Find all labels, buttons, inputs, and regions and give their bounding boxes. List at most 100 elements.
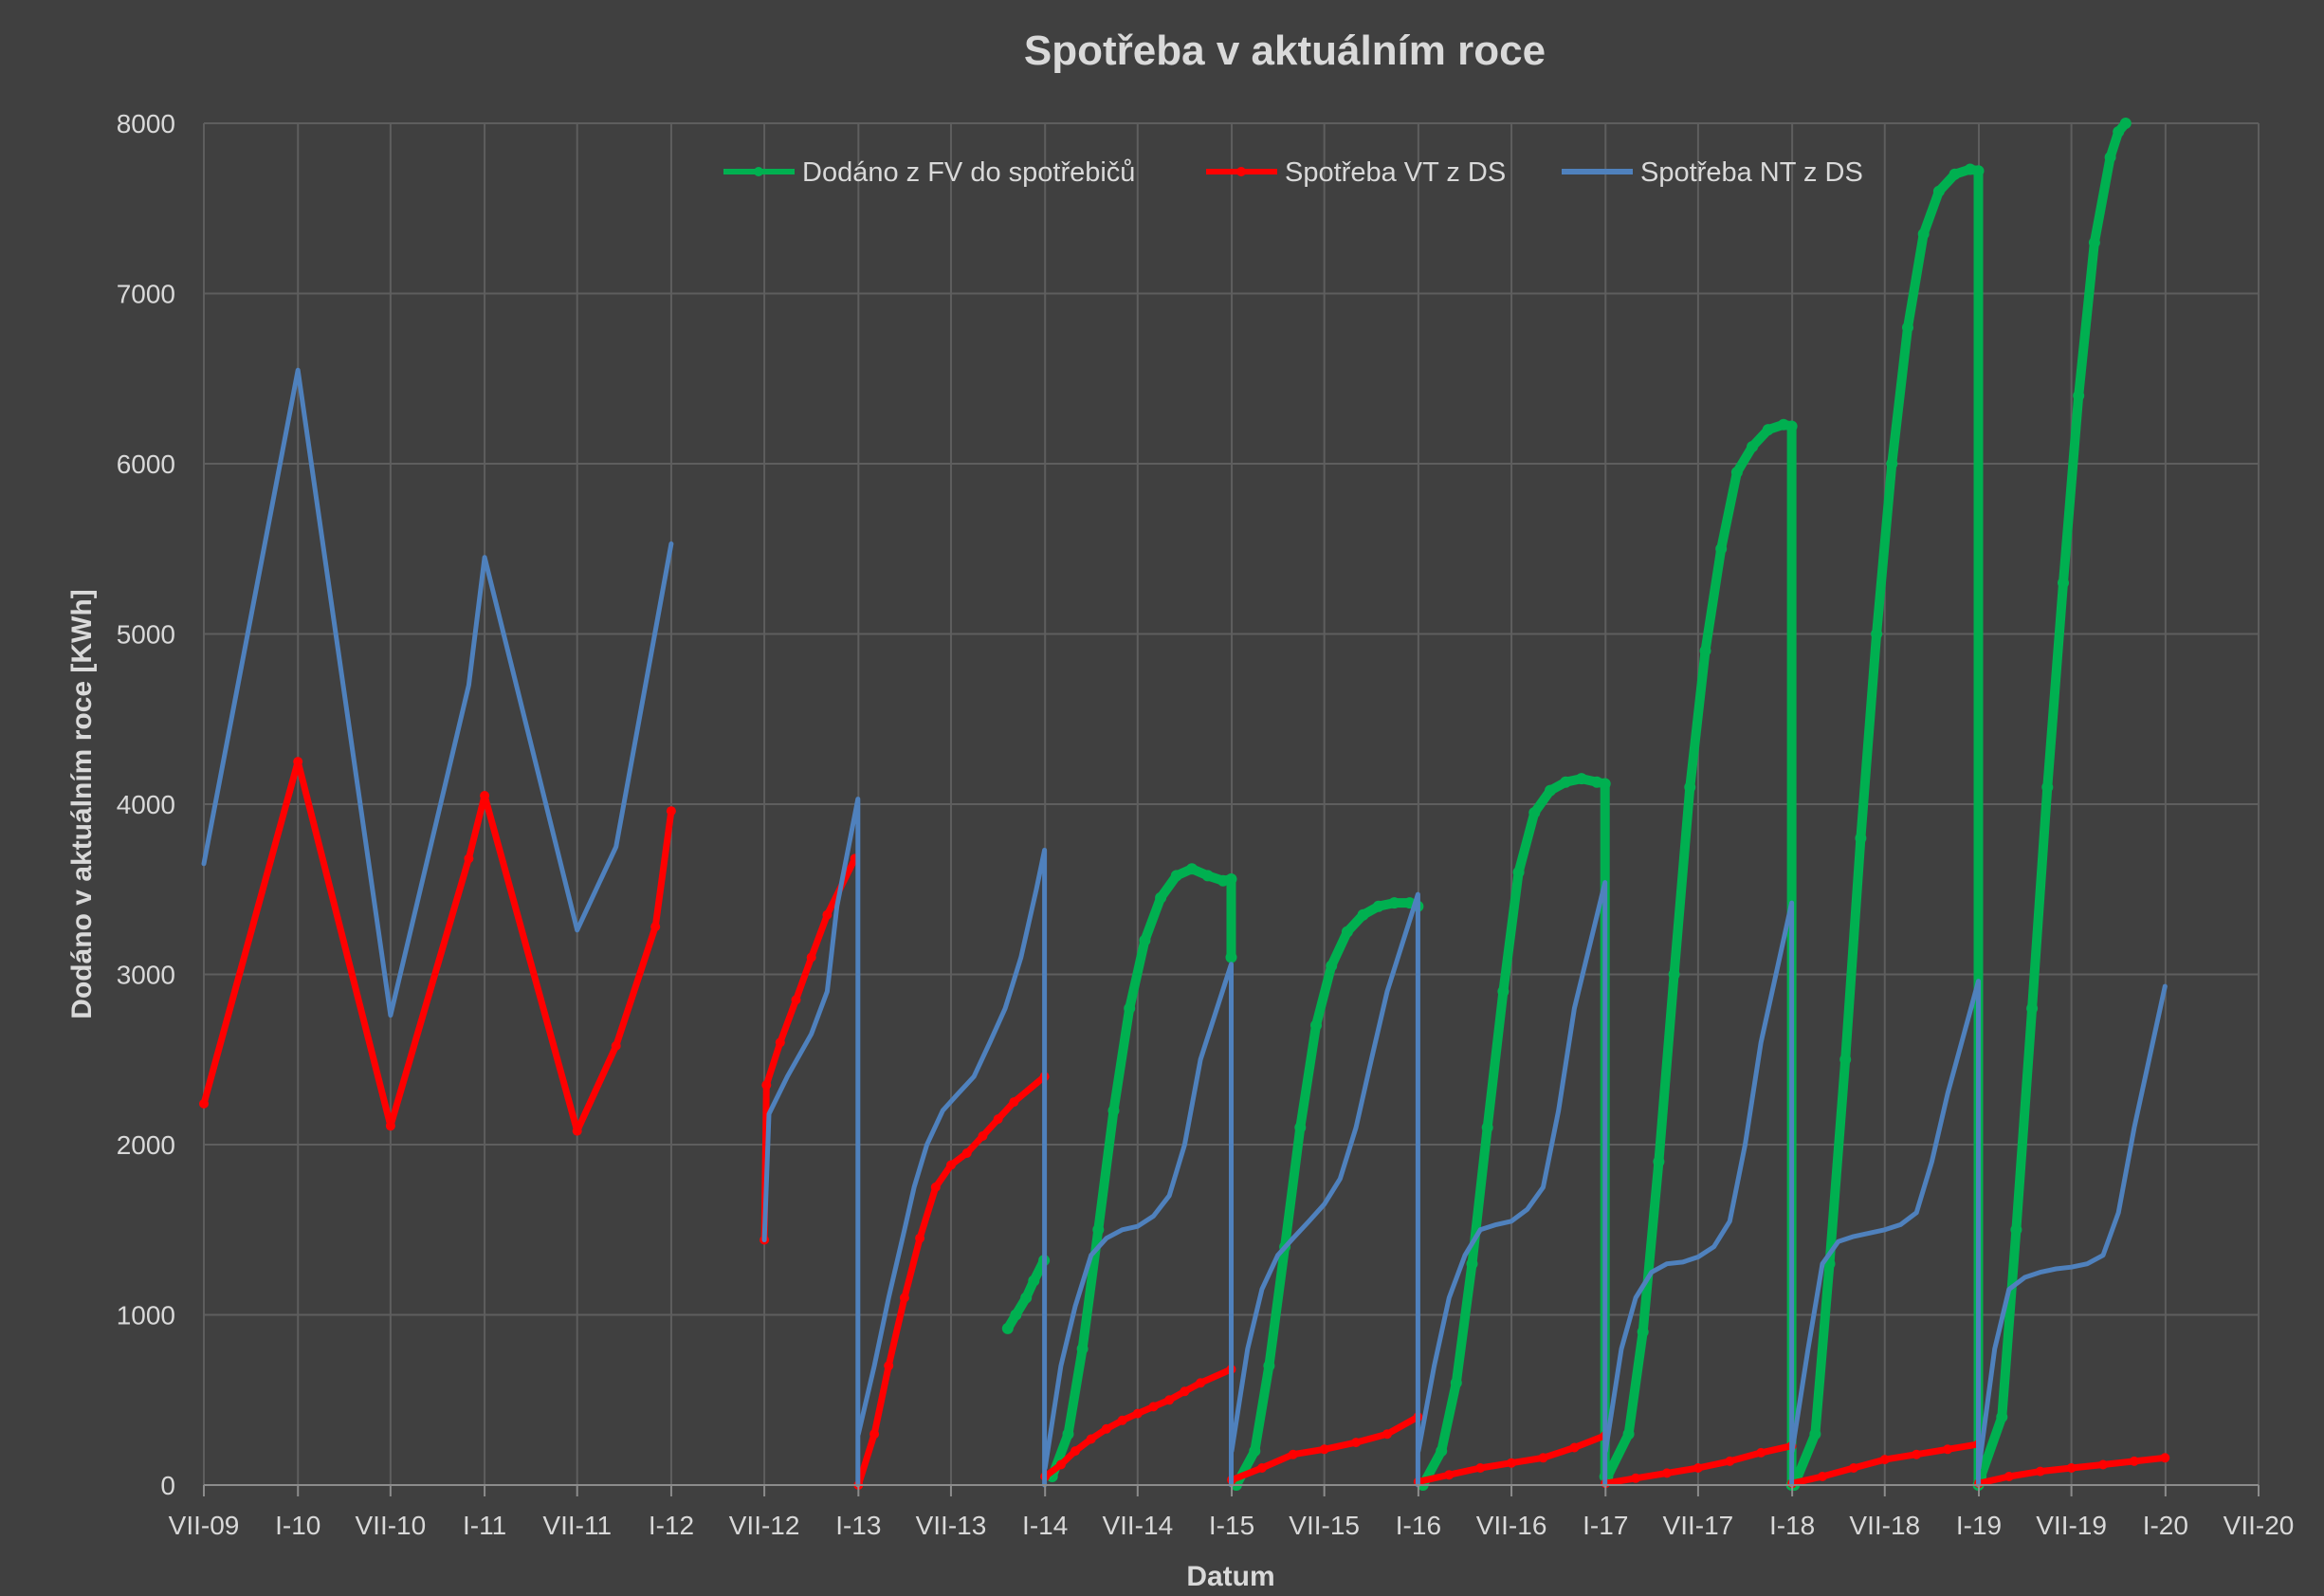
x-tick-label: I-20 bbox=[2143, 1511, 2188, 1540]
data-point bbox=[1117, 1415, 1127, 1425]
data-point bbox=[806, 952, 816, 963]
data-point bbox=[2066, 1463, 2077, 1473]
data-point bbox=[1225, 951, 1237, 963]
data-point bbox=[1871, 628, 1883, 640]
data-point bbox=[946, 1160, 956, 1170]
legend: Dodáno z FV do spotřebičů Spotřeba VT z D… bbox=[723, 157, 1863, 188]
series-layer bbox=[199, 118, 2170, 1491]
data-point bbox=[1310, 1019, 1322, 1032]
data-point bbox=[1475, 1463, 1486, 1473]
data-point bbox=[1684, 781, 1696, 794]
data-point bbox=[2129, 1456, 2139, 1466]
series-line bbox=[761, 797, 861, 1488]
x-tick-label: VII-17 bbox=[1663, 1511, 1734, 1540]
data-point bbox=[1932, 185, 1945, 197]
y-tick-label: 4000 bbox=[117, 790, 175, 819]
data-point bbox=[1009, 1097, 1019, 1108]
series-line bbox=[1416, 880, 1608, 1488]
legend-label: Dodáno z FV do spotřebičů bbox=[802, 157, 1135, 188]
series-line bbox=[1789, 979, 1981, 1488]
y-tick-label: 6000 bbox=[117, 449, 175, 479]
data-point bbox=[884, 1361, 894, 1371]
data-point bbox=[480, 791, 490, 800]
data-point bbox=[1538, 1453, 1548, 1463]
data-point bbox=[1528, 807, 1541, 818]
data-point bbox=[1319, 1444, 1329, 1455]
data-point bbox=[1886, 458, 1898, 469]
data-point bbox=[1730, 467, 1743, 478]
x-tick-label: I-12 bbox=[649, 1511, 694, 1540]
data-point bbox=[1326, 960, 1338, 972]
data-point bbox=[1028, 1275, 1040, 1287]
data-point bbox=[961, 1148, 972, 1158]
x-tick-label: I-10 bbox=[275, 1511, 320, 1540]
x-axis-title: Datum bbox=[1186, 1561, 1274, 1592]
data-point bbox=[1092, 1223, 1105, 1236]
data-point bbox=[1762, 424, 1774, 436]
data-point bbox=[1699, 645, 1711, 657]
data-point bbox=[1225, 873, 1237, 885]
y-tick-label: 2000 bbox=[117, 1130, 175, 1160]
x-tick-label: VII-20 bbox=[2223, 1511, 2295, 1540]
legend-label: Spotřeba VT z DS bbox=[1285, 157, 1506, 188]
data-point bbox=[1972, 165, 1985, 177]
data-point bbox=[1631, 1473, 1641, 1483]
data-point bbox=[1450, 1377, 1462, 1389]
data-point bbox=[978, 1131, 988, 1141]
data-point bbox=[1341, 926, 1353, 938]
grid-layer bbox=[203, 122, 2260, 1486]
y-tick-label: 7000 bbox=[117, 280, 175, 309]
data-point bbox=[1124, 1002, 1136, 1015]
x-tick-label: I-13 bbox=[835, 1511, 881, 1540]
data-point bbox=[1569, 1442, 1580, 1453]
data-point bbox=[761, 1080, 772, 1091]
x-tick-label: VII-09 bbox=[169, 1511, 240, 1540]
x-tick-label: VII-15 bbox=[1289, 1511, 1360, 1540]
data-point bbox=[650, 922, 661, 932]
data-point bbox=[2119, 118, 2132, 129]
series-3 bbox=[201, 367, 2168, 1488]
data-point bbox=[2098, 1459, 2108, 1470]
data-point bbox=[1949, 168, 1961, 180]
series-line bbox=[1229, 891, 1420, 1488]
data-point bbox=[1560, 776, 1572, 788]
data-point bbox=[2073, 390, 2085, 402]
series-line bbox=[855, 848, 1048, 1488]
data-point bbox=[1809, 1428, 1821, 1440]
data-point bbox=[869, 1429, 880, 1440]
data-point bbox=[1668, 968, 1680, 981]
data-point bbox=[1545, 784, 1556, 797]
data-point bbox=[293, 757, 303, 767]
series-line bbox=[1976, 983, 2168, 1471]
y-tick-label: 1000 bbox=[117, 1301, 175, 1330]
x-tick-label: I-16 bbox=[1396, 1511, 1441, 1540]
data-point bbox=[1196, 1378, 1206, 1388]
data-point bbox=[1575, 773, 1587, 785]
data-point bbox=[2035, 1466, 2045, 1477]
data-point bbox=[1086, 1434, 1096, 1444]
x-tick-label: I-18 bbox=[1769, 1511, 1815, 1540]
data-point bbox=[993, 1114, 1003, 1125]
data-point bbox=[572, 1126, 582, 1136]
data-point bbox=[1512, 866, 1525, 878]
axis-layer: 0 1000 2000 3000 4000 5000 6000 7000 8000 VII-09 I… bbox=[117, 109, 2295, 1540]
data-point bbox=[1902, 321, 1913, 334]
data-point bbox=[1186, 863, 1198, 875]
x-tick-label: VII-18 bbox=[1849, 1511, 1920, 1540]
data-point bbox=[1715, 542, 1728, 555]
x-tick-label: I-17 bbox=[1583, 1511, 1628, 1540]
data-point bbox=[2010, 1223, 2022, 1236]
y-tick-label: 3000 bbox=[117, 961, 175, 990]
data-point bbox=[1436, 1445, 1448, 1458]
x-tick-label: VII-16 bbox=[1476, 1511, 1547, 1540]
data-point bbox=[1756, 1447, 1766, 1458]
data-point bbox=[1263, 1360, 1275, 1372]
x-tick-label: I-14 bbox=[1022, 1511, 1068, 1540]
data-point bbox=[2058, 577, 2069, 589]
data-point bbox=[1382, 1429, 1392, 1440]
data-point bbox=[1372, 900, 1384, 912]
data-point bbox=[1637, 1326, 1649, 1338]
data-point bbox=[915, 1233, 925, 1243]
data-point bbox=[1256, 1463, 1267, 1473]
